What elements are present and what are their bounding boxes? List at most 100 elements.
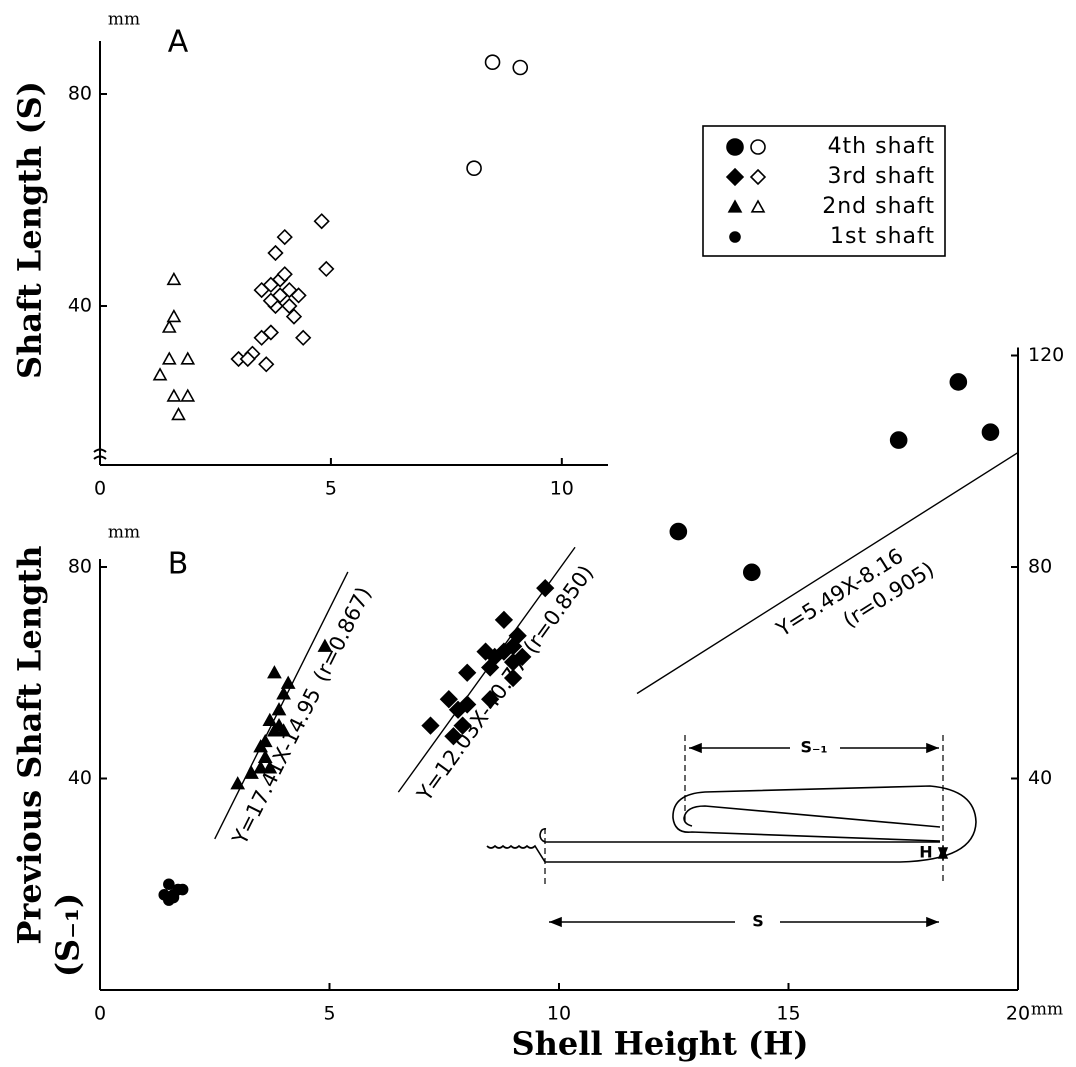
marker-dot [163,878,175,891]
marker-diamond [439,690,458,709]
marker-diamond [258,356,275,373]
marker-triangle [257,733,273,748]
marker-diamond [281,297,298,315]
marker-triangle [271,717,287,732]
inset-label: H [919,843,932,862]
marker-diamond [458,695,477,714]
fit-r: (r=0.867) [309,583,376,686]
marker-triangle [271,702,287,716]
marker-circle [889,431,908,449]
marker-triangle [253,760,269,774]
marker-diamond [239,350,256,368]
marker-diamond [318,260,335,278]
y2-tick-label: 80 [1028,556,1052,578]
y-unit: mm [108,10,140,30]
marker-circle [484,54,501,71]
y-axis-label-sub: (S₋₁) [49,893,87,977]
fit-label: Y=5.49X-8.16(r=0.905) [771,534,938,666]
x-tick-label: 5 [323,1003,335,1025]
marker-diamond [313,213,330,230]
marker-triangle [257,749,273,763]
marker-diamond [290,287,307,304]
marker-dot [176,883,189,896]
marker-circle [466,160,482,176]
marker-diamond [271,287,289,304]
regression-line [214,571,349,840]
marker-diamond [503,668,523,688]
x-tick-label: 10 [550,478,574,500]
marker-diamond [481,690,500,709]
x-tick-label: 20 [1006,1003,1030,1025]
marker-diamond [295,329,312,346]
marker-dot [158,889,171,901]
marker-triangle [152,367,168,381]
inset-diagram [486,735,977,928]
marker-diamond [276,228,293,246]
marker-diamond [485,647,504,667]
x-tick-label: 10 [547,1003,571,1025]
y-axis-label: Previous Shaft Length [11,545,49,944]
marker-diamond [725,167,745,187]
marker-triangle [317,638,333,652]
y2-tick-label: 120 [1028,344,1064,366]
marker-triangle [750,199,766,213]
marker-circle [669,522,688,541]
inset-label: S [752,912,764,931]
panel-label: A [168,25,189,60]
marker-circle [512,59,529,76]
marker-circle [981,423,1000,441]
marker-diamond [458,663,477,682]
legend-label: 3rd shaft [828,164,935,189]
y-tick-label: 40 [68,767,92,789]
x-tick-label: 0 [94,1003,106,1025]
y-tick-label: 80 [68,556,92,578]
marker-triangle [267,665,282,679]
marker-diamond [444,727,463,746]
x-tick-label: 5 [325,478,337,500]
legend-label: 2nd shaft [822,194,935,219]
x-axis-label: Shell Height (H) [511,1025,808,1063]
regression-line [636,451,1019,695]
y-tick-label: 40 [68,295,92,317]
x-tick-label: 15 [776,1003,800,1025]
marker-triangle [180,388,196,402]
marker-triangle [161,319,177,333]
marker-diamond [494,610,514,630]
marker-diamond [536,579,555,598]
marker-circle [726,138,744,156]
inset-label: S₋₁ [801,738,828,757]
marker-circle [949,373,968,391]
marker-triangle [276,686,291,700]
marker-diamond [749,168,767,186]
marker-circle [750,139,766,155]
shell-inner [683,805,941,828]
y-tick-label: 80 [68,83,92,105]
marker-triangle [262,760,278,774]
marker-triangle [166,271,182,286]
y-axis-label: Shaft Length (S) [11,81,49,379]
marker-triangle [280,675,296,689]
fit-label: Y=17.41X-14.95(r=0.867) [227,583,376,849]
shell-upper [539,828,940,843]
marker-triangle [180,351,196,365]
marker-diamond [513,647,532,667]
marker-triangle [230,776,246,790]
marker-diamond [453,716,472,735]
marker-diamond [421,716,440,735]
marker-triangle [161,351,177,365]
marker-triangle [262,712,278,726]
legend-label: 1st shaft [830,224,935,249]
legend-label: 4th shaft [828,134,935,159]
y-unit: mm [108,523,140,543]
marker-triangle [171,407,186,421]
marker-diamond [276,266,293,283]
x-unit: mm [1031,1000,1063,1020]
marker-dot [729,231,741,243]
marker-circle [742,563,761,582]
fit-label: Y=12.03X-40.77(r=0.850) [412,561,598,806]
marker-triangle [166,308,182,323]
marker-diamond [267,244,284,262]
shell-outline [486,785,977,863]
y2-tick-label: 40 [1028,767,1052,789]
